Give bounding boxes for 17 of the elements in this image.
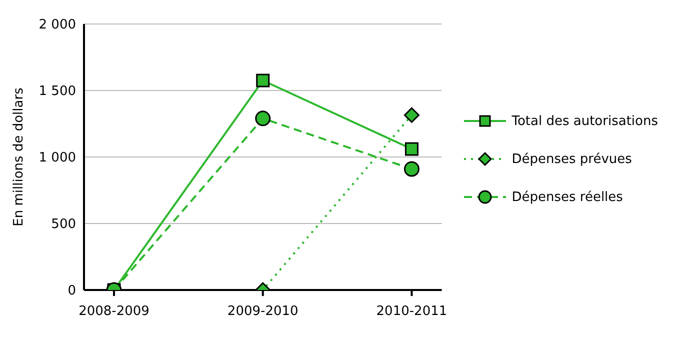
- point: [404, 107, 420, 123]
- point: [255, 110, 271, 126]
- point: [256, 74, 270, 88]
- x-tick-label: 2009-2010: [227, 304, 298, 320]
- point: [404, 161, 420, 177]
- y-axis-title: En millions de dollars: [12, 87, 27, 226]
- legend-label: Dépenses réelles: [512, 190, 623, 204]
- point: [404, 142, 418, 156]
- legend-label: Dépenses prévues: [512, 152, 632, 166]
- y-tick-label: 500: [51, 217, 76, 232]
- y-tick-label: 2 000: [38, 18, 76, 33]
- y-tick-label: 1 000: [38, 150, 76, 166]
- y-tick-label: 0: [68, 284, 76, 299]
- legend-label: Total des autorisations: [512, 114, 658, 128]
- y-tick-label: 1 500: [38, 84, 76, 100]
- x-tick-label: 2010-2011: [376, 304, 448, 320]
- x-tick-label: 2008-2009: [78, 304, 150, 320]
